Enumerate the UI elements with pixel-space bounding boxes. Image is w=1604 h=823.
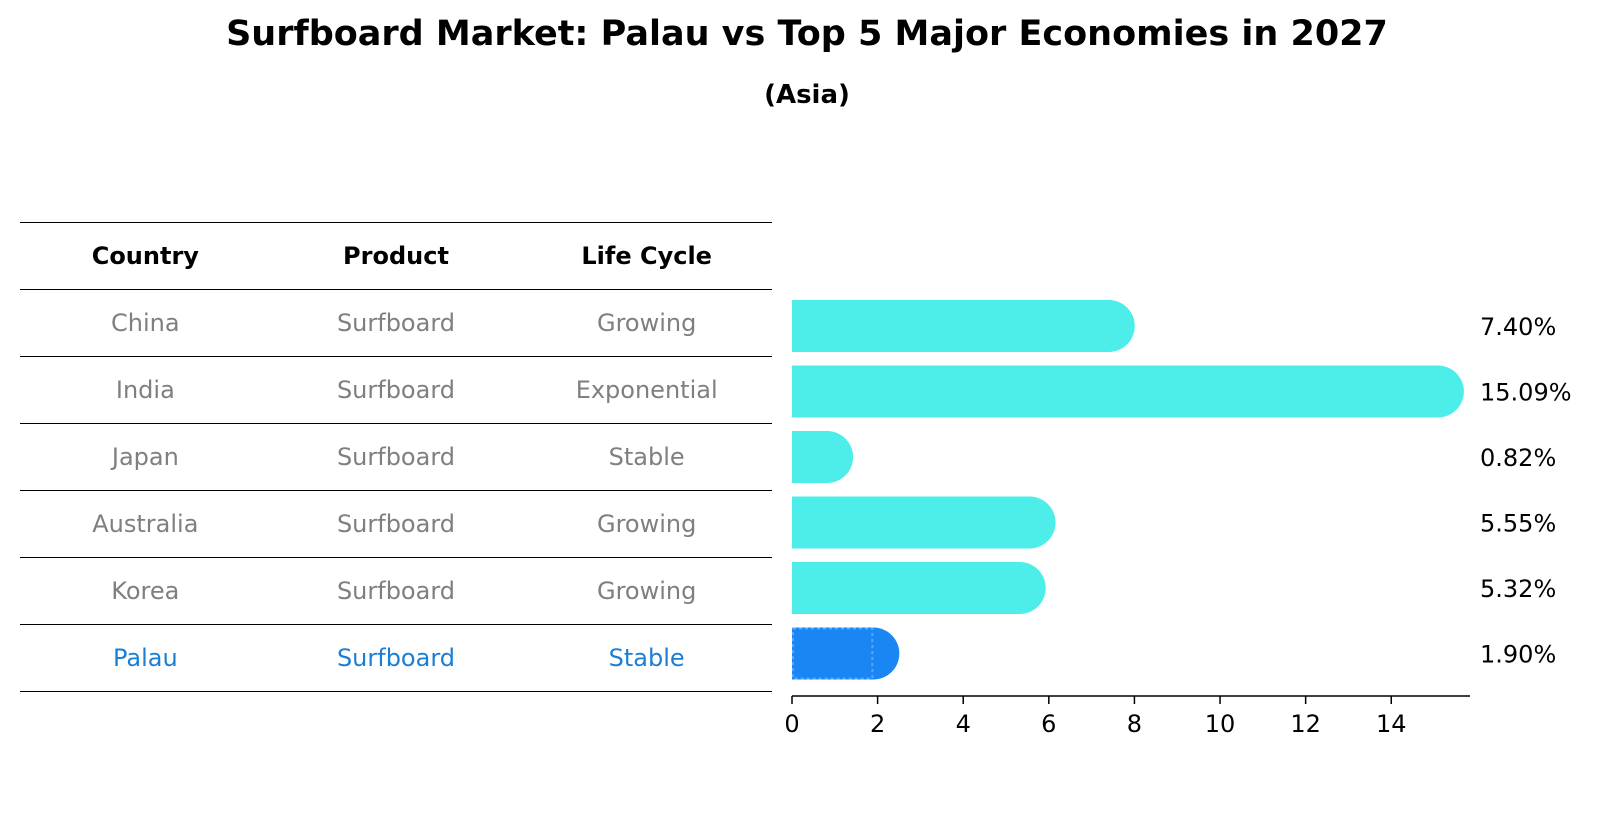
value-label-palau: 1.90% bbox=[1480, 641, 1556, 669]
bar-cap-india bbox=[1411, 365, 1464, 418]
cell-life-cycle: Exponential bbox=[521, 356, 772, 424]
bar-korea bbox=[792, 562, 1020, 614]
cell-product: Surfboard bbox=[270, 289, 522, 357]
cell-country: India bbox=[20, 356, 271, 424]
table-row: Japan Surfboard Stable bbox=[20, 423, 772, 491]
x-tick-label: 2 bbox=[870, 710, 885, 738]
x-tick-label: 0 bbox=[784, 710, 799, 738]
table-row: China Surfboard Growing bbox=[20, 289, 772, 357]
table-header-row: Country Product Life Cycle bbox=[20, 222, 772, 290]
value-label-china: 7.40% bbox=[1480, 313, 1556, 341]
chart-subtitle: (Asia) bbox=[764, 80, 850, 110]
x-tick-label: 14 bbox=[1376, 710, 1407, 738]
bar-cap-china bbox=[1082, 300, 1135, 352]
value-label-australia: 5.55% bbox=[1480, 510, 1556, 538]
header-life-cycle: Life Cycle bbox=[521, 222, 772, 290]
cell-life-cycle: Growing bbox=[521, 490, 772, 558]
x-tick-label: 10 bbox=[1205, 710, 1236, 738]
value-label-india: 15.09% bbox=[1480, 379, 1572, 407]
bar-india bbox=[792, 365, 1438, 418]
cell-country: Palau bbox=[20, 624, 271, 692]
bar-cap-australia bbox=[1003, 496, 1056, 549]
table-row: Korea Surfboard Growing bbox=[20, 557, 772, 625]
cell-country: China bbox=[20, 289, 271, 357]
cell-product: Surfboard bbox=[270, 356, 522, 424]
table-row-highlight: Palau Surfboard Stable bbox=[20, 624, 772, 692]
value-label-japan: 0.82% bbox=[1480, 444, 1556, 472]
bar-china bbox=[792, 300, 1109, 352]
cell-country: Australia bbox=[20, 490, 271, 558]
x-tick-label: 8 bbox=[1127, 710, 1142, 738]
cell-product: Surfboard bbox=[270, 490, 522, 558]
table-row: India Surfboard Exponential bbox=[20, 356, 772, 424]
bar-outline-palau bbox=[792, 627, 874, 680]
value-label-korea: 5.32% bbox=[1480, 575, 1556, 603]
bar-australia bbox=[792, 496, 1030, 549]
bar-cap-korea bbox=[993, 562, 1046, 614]
cell-product: Surfboard bbox=[270, 423, 522, 491]
cell-life-cycle: Stable bbox=[521, 624, 772, 692]
header-country: Country bbox=[20, 222, 271, 290]
data-table: Country Product Life Cycle China Surfboa… bbox=[20, 222, 772, 692]
bar-cap-japan bbox=[801, 431, 854, 483]
cell-life-cycle: Growing bbox=[521, 289, 772, 357]
cell-product: Surfboard bbox=[270, 624, 522, 692]
header-product: Product bbox=[270, 222, 522, 290]
cell-life-cycle: Growing bbox=[521, 557, 772, 625]
chart-title: Surfboard Market: Palau vs Top 5 Major E… bbox=[226, 14, 1388, 54]
cell-country: Korea bbox=[20, 557, 271, 625]
x-tick-label: 6 bbox=[1041, 710, 1056, 738]
table-row: Australia Surfboard Growing bbox=[20, 490, 772, 558]
cell-life-cycle: Stable bbox=[521, 423, 772, 491]
x-tick-label: 4 bbox=[956, 710, 971, 738]
x-tick-label: 12 bbox=[1290, 710, 1321, 738]
cell-product: Surfboard bbox=[270, 557, 522, 625]
cell-country: Japan bbox=[20, 423, 271, 491]
